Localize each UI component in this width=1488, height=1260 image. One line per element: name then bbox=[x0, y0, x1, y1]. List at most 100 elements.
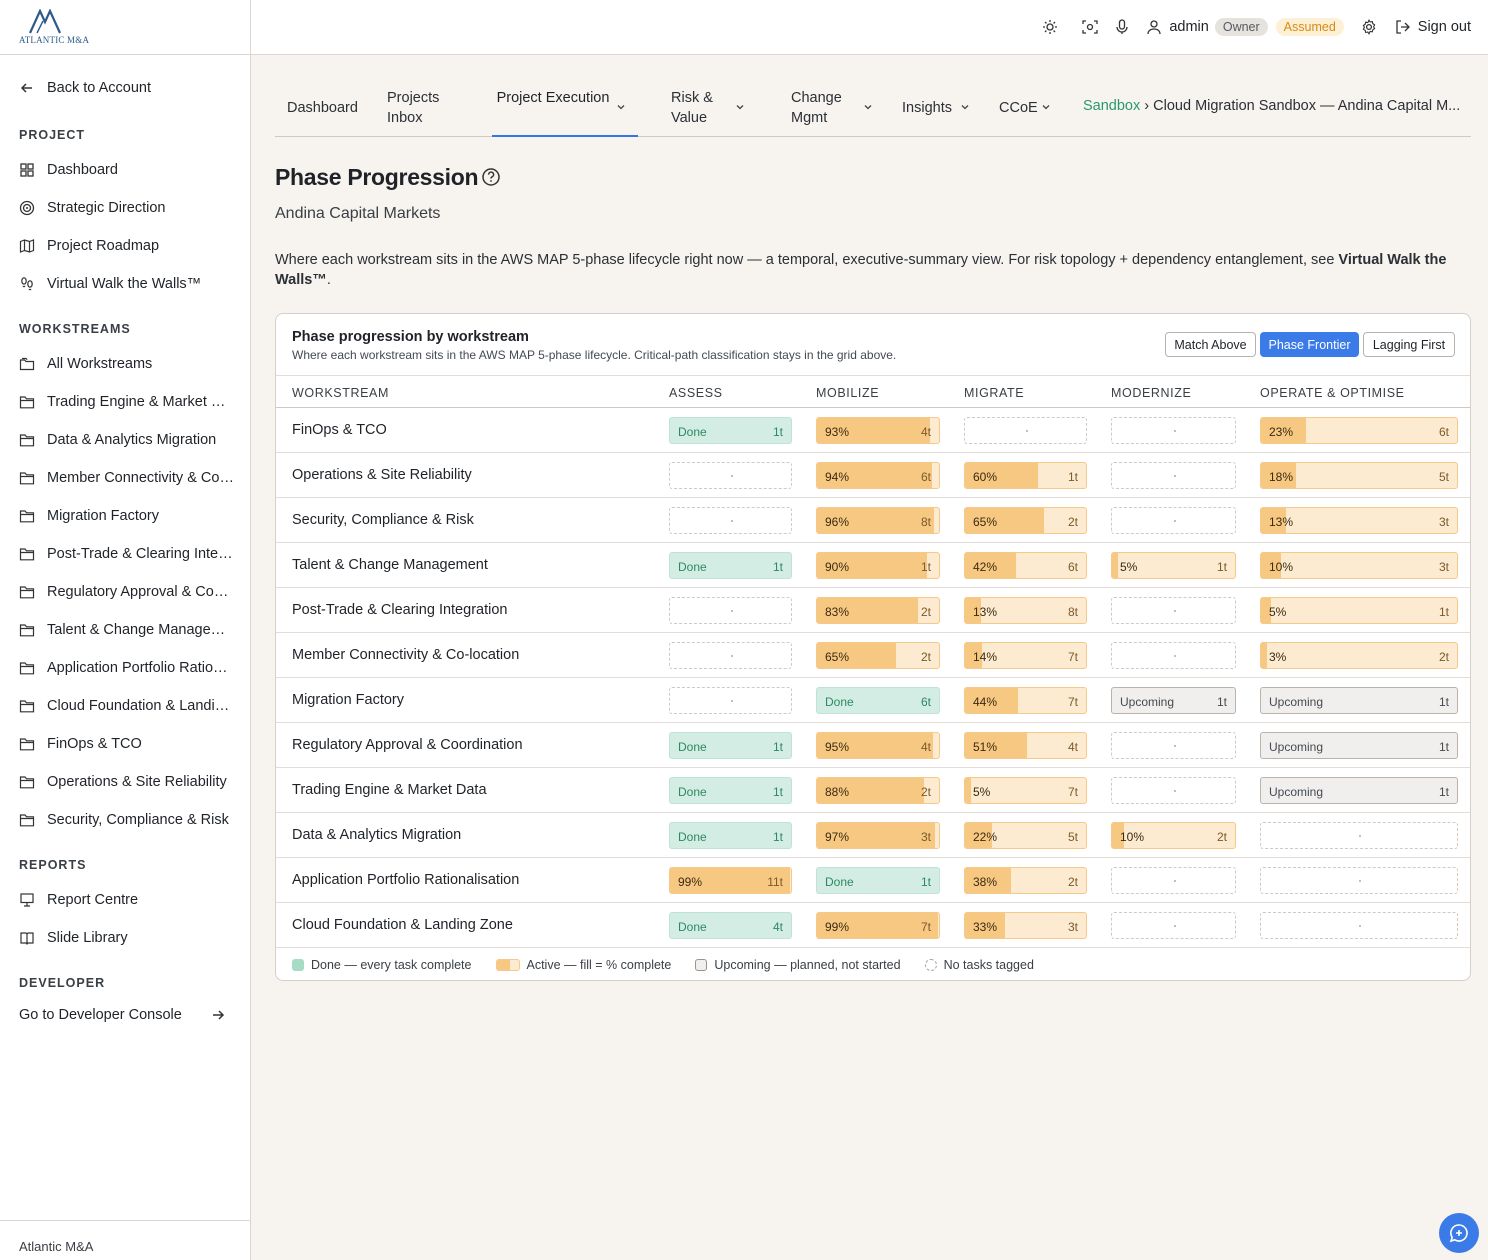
workstream-name[interactable]: Cloud Foundation & Landing Zone bbox=[292, 917, 513, 933]
back-to-account-link[interactable]: Back to Account bbox=[19, 80, 151, 96]
tab-project-execution[interactable]: Project Execution bbox=[492, 88, 638, 137]
phase-cell-active[interactable]: 5% 1t bbox=[1260, 597, 1458, 624]
phase-cell-done[interactable]: Done 6t bbox=[816, 687, 940, 714]
sidebar-workstream-finops-tco[interactable]: FinOps & TCO bbox=[19, 732, 234, 756]
phase-cell-upcoming[interactable]: Upcoming 1t bbox=[1260, 687, 1458, 714]
phase-cell-active[interactable]: 65% 2t bbox=[964, 507, 1087, 534]
phase-cell-active[interactable]: 33% 3t bbox=[964, 912, 1087, 939]
phase-cell-active[interactable]: 18% 5t bbox=[1260, 462, 1458, 489]
workstream-name[interactable]: Application Portfolio Rationalisation bbox=[292, 872, 520, 888]
sidebar-workstream-application-portfolio-rationalisation[interactable]: Application Portfolio Rationalisation bbox=[19, 656, 234, 680]
phase-cell-active[interactable]: 96% 8t bbox=[816, 507, 940, 534]
phase-cell-active[interactable]: 60% 1t bbox=[964, 462, 1087, 489]
phase-cell-active[interactable]: 14% 7t bbox=[964, 642, 1087, 669]
developer-console-link[interactable]: Go to Developer Console bbox=[19, 1007, 226, 1023]
sidebar-item-project-roadmap[interactable]: Project Roadmap bbox=[19, 234, 234, 258]
phase-cell-active[interactable]: 90% 1t bbox=[816, 552, 940, 579]
phase-cell-active[interactable]: 3% 2t bbox=[1260, 642, 1458, 669]
phase-cell-active[interactable]: 44% 7t bbox=[964, 687, 1087, 714]
phase-cell-active[interactable]: 10% 2t bbox=[1111, 822, 1236, 849]
workstream-name[interactable]: Migration Factory bbox=[292, 692, 405, 708]
sort-lagging-first-button[interactable]: Lagging First bbox=[1363, 332, 1455, 357]
phase-cell-active[interactable]: 42% 6t bbox=[964, 552, 1087, 579]
gear-icon[interactable] bbox=[1360, 18, 1378, 36]
sidebar-report-slide-library[interactable]: Slide Library bbox=[19, 926, 234, 950]
phase-cell-active[interactable]: 99% 11t bbox=[669, 867, 792, 894]
sidebar-workstream-all-workstreams[interactable]: All Workstreams bbox=[19, 352, 234, 376]
sidebar-item-virtual-walk-the-walls[interactable]: Virtual Walk the Walls™ bbox=[19, 272, 234, 296]
sidebar-workstream-talent-change-management[interactable]: Talent & Change Management bbox=[19, 618, 234, 642]
phase-cell-done[interactable]: Done 1t bbox=[816, 867, 940, 894]
phase-cell-active[interactable]: 13% 8t bbox=[964, 597, 1087, 624]
sidebar-workstream-data-analytics-migration[interactable]: Data & Analytics Migration bbox=[19, 428, 234, 452]
workstream-name[interactable]: Data & Analytics Migration bbox=[292, 827, 462, 843]
phase-cell-active[interactable]: 65% 2t bbox=[816, 642, 940, 669]
phase-cell-done[interactable]: Done 4t bbox=[669, 912, 792, 939]
phase-cell-done[interactable]: Done 1t bbox=[669, 552, 792, 579]
phase-cell-upcoming[interactable]: Upcoming 1t bbox=[1260, 777, 1458, 804]
cell-status: 14% bbox=[973, 650, 998, 664]
phase-cell-done[interactable]: Done 1t bbox=[669, 822, 792, 849]
tab-ccoe[interactable]: CCoE bbox=[999, 98, 1055, 147]
phase-cell-active[interactable]: 51% 4t bbox=[964, 732, 1087, 759]
workstream-name[interactable]: FinOps & TCO bbox=[292, 422, 387, 438]
chat-button[interactable] bbox=[1439, 1213, 1479, 1253]
sort-match-above-button[interactable]: Match Above bbox=[1165, 332, 1256, 357]
sun-icon[interactable] bbox=[1041, 18, 1059, 36]
sort-phase-frontier-button[interactable]: Phase Frontier bbox=[1260, 332, 1359, 357]
phase-cell-upcoming[interactable]: Upcoming 1t bbox=[1260, 732, 1458, 759]
phase-cell-active[interactable]: 83% 2t bbox=[816, 597, 940, 624]
workstream-name[interactable]: Security, Compliance & Risk bbox=[292, 512, 474, 528]
sidebar-workstream-security-compliance-risk[interactable]: Security, Compliance & Risk bbox=[19, 808, 234, 832]
cell-status: 90% bbox=[825, 560, 850, 574]
phase-cell-active[interactable]: 23% 6t bbox=[1260, 417, 1458, 444]
phase-cell-upcoming[interactable]: Upcoming 1t bbox=[1111, 687, 1236, 714]
sidebar-workstream-trading-engine-market-data[interactable]: Trading Engine & Market Data bbox=[19, 390, 234, 414]
tab-dashboard[interactable]: Dashboard bbox=[287, 98, 358, 147]
sidebar-workstream-post-trade-clearing-integration[interactable]: Post-Trade & Clearing Integration bbox=[19, 542, 234, 566]
phase-cell-active[interactable]: 13% 3t bbox=[1260, 507, 1458, 534]
phase-cell-active[interactable]: 93% 4t bbox=[816, 417, 940, 444]
sign-out-icon[interactable] bbox=[1394, 18, 1412, 36]
logo[interactable]: ATLANTIC M&A bbox=[0, 0, 250, 55]
workstream-name[interactable]: Regulatory Approval & Coordination bbox=[292, 737, 523, 753]
sidebar-report-report-centre[interactable]: Report Centre bbox=[19, 888, 234, 912]
phase-cell-active[interactable]: 38% 2t bbox=[964, 867, 1087, 894]
phase-cell-active[interactable]: 22% 5t bbox=[964, 822, 1087, 849]
scan-icon[interactable] bbox=[1081, 18, 1099, 36]
tab-insights[interactable]: Insights bbox=[902, 98, 974, 147]
phase-cell-active[interactable]: 5% 7t bbox=[964, 777, 1087, 804]
help-icon[interactable] bbox=[481, 167, 501, 187]
tab-projects-inbox[interactable]: Projects Inbox bbox=[387, 88, 467, 137]
phase-cell-active[interactable]: 88% 2t bbox=[816, 777, 940, 804]
workstream-name[interactable]: Operations & Site Reliability bbox=[292, 467, 472, 483]
phase-cell-active[interactable]: 94% 6t bbox=[816, 462, 940, 489]
sidebar-workstream-operations-site-reliability[interactable]: Operations & Site Reliability bbox=[19, 770, 234, 794]
workstream-name[interactable]: Trading Engine & Market Data bbox=[292, 782, 487, 798]
phase-cell-active[interactable]: 95% 4t bbox=[816, 732, 940, 759]
task-count: 1t bbox=[1216, 695, 1227, 709]
microphone-icon[interactable] bbox=[1113, 18, 1131, 36]
phase-cell-done[interactable]: Done 1t bbox=[669, 777, 792, 804]
phase-cell-active[interactable]: 10% 3t bbox=[1260, 552, 1458, 579]
phase-cell-done[interactable]: Done 1t bbox=[669, 417, 792, 444]
folder-icon bbox=[19, 660, 35, 676]
sidebar-workstream-migration-factory[interactable]: Migration Factory bbox=[19, 504, 234, 528]
workstream-name[interactable]: Talent & Change Management bbox=[292, 557, 488, 573]
user-name[interactable]: admin bbox=[1169, 19, 1209, 35]
sidebar-workstream-member-connectivity-co-location[interactable]: Member Connectivity & Co-location bbox=[19, 466, 234, 490]
phase-cell-active[interactable]: 99% 7t bbox=[816, 912, 940, 939]
workstream-name[interactable]: Member Connectivity & Co-location bbox=[292, 647, 520, 663]
sidebar-workstream-cloud-foundation-landing-zone[interactable]: Cloud Foundation & Landing Zone bbox=[19, 694, 234, 718]
breadcrumb-root[interactable]: Sandbox bbox=[1083, 98, 1141, 114]
phase-cell-active[interactable]: 5% 1t bbox=[1111, 552, 1236, 579]
workstream-name[interactable]: Post-Trade & Clearing Integration bbox=[292, 602, 508, 618]
tab-change-mgmt[interactable]: Change Mgmt bbox=[791, 88, 877, 137]
sidebar-item-strategic-direction[interactable]: Strategic Direction bbox=[19, 196, 234, 220]
phase-cell-active[interactable]: 97% 3t bbox=[816, 822, 940, 849]
phase-cell-done[interactable]: Done 1t bbox=[669, 732, 792, 759]
tab-risk-value[interactable]: Risk & Value bbox=[671, 88, 751, 137]
sign-out-button[interactable]: Sign out bbox=[1417, 19, 1471, 35]
sidebar-item-dashboard[interactable]: Dashboard bbox=[19, 158, 234, 182]
sidebar-workstream-regulatory-approval-coordination[interactable]: Regulatory Approval & Coordination bbox=[19, 580, 234, 604]
